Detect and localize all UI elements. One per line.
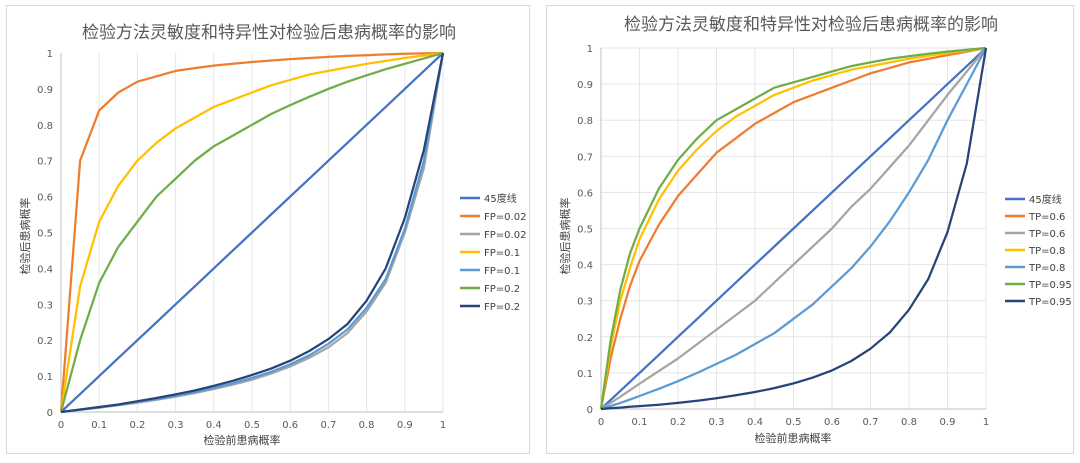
- chart-right: 检验方法灵敏度和特异性对检验后患病概率的影响 检验前患病概率 检验后患病概率 0…: [558, 15, 1072, 445]
- series-line: [600, 47, 987, 410]
- x-tick-label: 0: [58, 420, 64, 431]
- x-tick-label: 0.3: [168, 420, 184, 431]
- series-line: [600, 47, 988, 411]
- legend-label: 45度线: [1029, 193, 1062, 206]
- series-line: [599, 46, 987, 410]
- y-tick-label: 0.1: [37, 372, 53, 383]
- x-tick-label: 0.3: [709, 417, 725, 428]
- legend-label: FP=0.2: [484, 284, 520, 295]
- y-axis-title: 检验后患病概率: [18, 198, 32, 275]
- x-axis-title: 检验前患病概率: [204, 433, 281, 447]
- series-line: [60, 52, 445, 414]
- x-tick-label: 0.7: [320, 420, 336, 431]
- y-tick-label: 0.3: [37, 300, 53, 311]
- x-tick-label: 0.5: [244, 420, 260, 431]
- y-tick-label: 0.7: [37, 157, 53, 168]
- series-line: [59, 51, 444, 413]
- x-tick-label: 0.1: [91, 420, 107, 431]
- legend-label: FP=0.02: [484, 212, 526, 223]
- legend-label: FP=0.2: [484, 302, 520, 313]
- x-tick-label: 0.7: [863, 417, 879, 428]
- y-tick-label: 0.9: [37, 85, 53, 96]
- x-tick-label: 0.8: [359, 420, 375, 431]
- y-tick-label: 1: [587, 44, 593, 55]
- x-tick-label: 0.9: [940, 417, 956, 428]
- y-tick-label: 0.2: [577, 333, 593, 344]
- x-tick-label: 0.5: [786, 417, 802, 428]
- x-tick-label: 0.4: [206, 420, 222, 431]
- x-tick-label: 1: [440, 420, 446, 431]
- legend-label: 45度线: [484, 192, 517, 205]
- x-tick-label: 0: [598, 417, 604, 428]
- y-axis-title: 检验后患病概率: [558, 198, 572, 275]
- y-tick-label: 0.8: [577, 116, 593, 127]
- chart-panel-left: 检验方法灵敏度和特异性对检验后患病概率的影响 检验前患病概率 检验后患病概率 0…: [6, 5, 530, 454]
- legend-label: TP=0.6: [1028, 212, 1065, 223]
- x-tick-label: 0.2: [129, 420, 145, 431]
- y-tick-label: 0.1: [577, 369, 593, 380]
- legend-label: TP=0.8: [1028, 263, 1065, 274]
- y-tick-label: 0.5: [577, 225, 593, 236]
- legend-label: TP=0.95: [1028, 297, 1072, 308]
- legend-label: TP=0.8: [1028, 246, 1065, 257]
- y-tick-label: 0.4: [37, 264, 53, 275]
- x-axis-title: 检验前患病概率: [755, 431, 832, 445]
- legend-label: TP=0.6: [1028, 229, 1065, 240]
- x-tick-label: 0.6: [824, 417, 840, 428]
- chart-title: 检验方法灵敏度和特异性对检验后患病概率的影响: [82, 23, 456, 43]
- y-tick-label: 0: [587, 405, 593, 416]
- series-line: [600, 47, 987, 411]
- y-tick-label: 0.2: [37, 336, 53, 347]
- chart-left: 检验方法灵敏度和特异性对检验后患病概率的影响 检验前患病概率 检验后患病概率 0…: [18, 23, 526, 447]
- x-tick-label: 0.8: [901, 417, 917, 428]
- legend-label: FP=0.02: [484, 230, 526, 241]
- x-tick-label: 0.1: [632, 417, 648, 428]
- y-tick-label: 0.8: [37, 121, 53, 132]
- legend-label: FP=0.1: [484, 266, 520, 277]
- series-line: [59, 51, 444, 413]
- y-tick-label: 1: [47, 49, 53, 60]
- series-line: [599, 46, 987, 410]
- series-line: [60, 52, 444, 413]
- x-tick-label: 0.4: [747, 417, 763, 428]
- y-tick-label: 0.9: [577, 80, 593, 91]
- y-tick-label: 0.4: [577, 261, 593, 272]
- chart-title: 检验方法灵敏度和特异性对检验后患病概率的影响: [624, 15, 998, 35]
- y-tick-label: 0.5: [37, 229, 53, 240]
- x-tick-label: 0.6: [282, 420, 298, 431]
- series-line: [599, 46, 987, 410]
- y-tick-label: 0: [47, 408, 53, 419]
- x-tick-label: 1: [983, 417, 989, 428]
- y-tick-label: 0.3: [577, 297, 593, 308]
- x-tick-label: 0.2: [670, 417, 686, 428]
- y-tick-label: 0.7: [577, 152, 593, 163]
- legend-label: TP=0.95: [1028, 280, 1072, 291]
- y-tick-label: 0.6: [37, 193, 53, 204]
- legend-label: FP=0.1: [484, 248, 520, 259]
- series-line: [600, 47, 987, 410]
- y-tick-label: 0.6: [577, 188, 593, 199]
- chart-panel-right: 检验方法灵敏度和特异性对检验后患病概率的影响 检验前患病概率 检验后患病概率 0…: [546, 5, 1074, 454]
- series-line: [59, 51, 444, 413]
- x-tick-label: 0.9: [397, 420, 413, 431]
